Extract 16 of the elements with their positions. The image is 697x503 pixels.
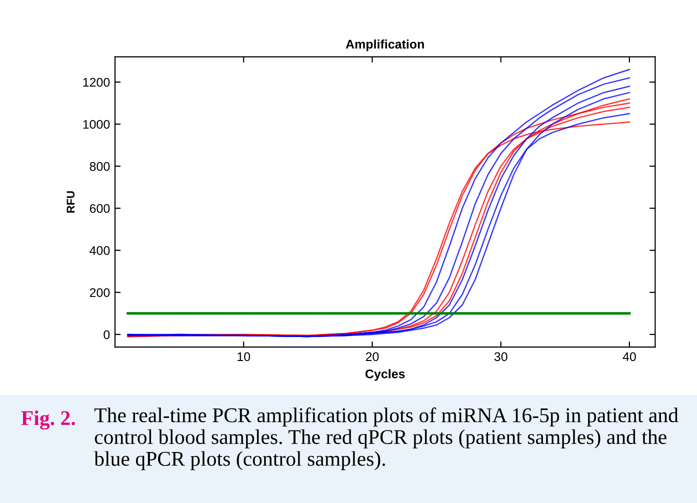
y-tick-label: 200: [90, 288, 110, 298]
y-tick-label: 600: [90, 204, 110, 213]
x-tick-label: 20: [366, 352, 379, 362]
y-tick-label: 1000: [83, 120, 110, 129]
x-tick-label: 10: [238, 352, 250, 362]
y-axis-title: RFU: [66, 191, 75, 213]
y-tick-label: 0: [104, 330, 110, 340]
chart-title: Amplification: [346, 39, 424, 52]
caption: Fig. 2.: [21, 410, 75, 430]
x-tick-label: 30: [494, 352, 508, 362]
y-tick-label: 400: [90, 246, 110, 255]
y-tick-label: 1200: [83, 78, 110, 87]
y-tick-label: 800: [90, 162, 110, 171]
x-tick-label: 40: [622, 352, 636, 362]
text: The real-time PCR amplification plots of miRNA 16-5p in patient and control blood samples. The red qPCR plots (patient samples) and the blue qPCR plots (control samples).: [94, 407, 678, 470]
x-axis-title: Cycles: [365, 369, 405, 381]
